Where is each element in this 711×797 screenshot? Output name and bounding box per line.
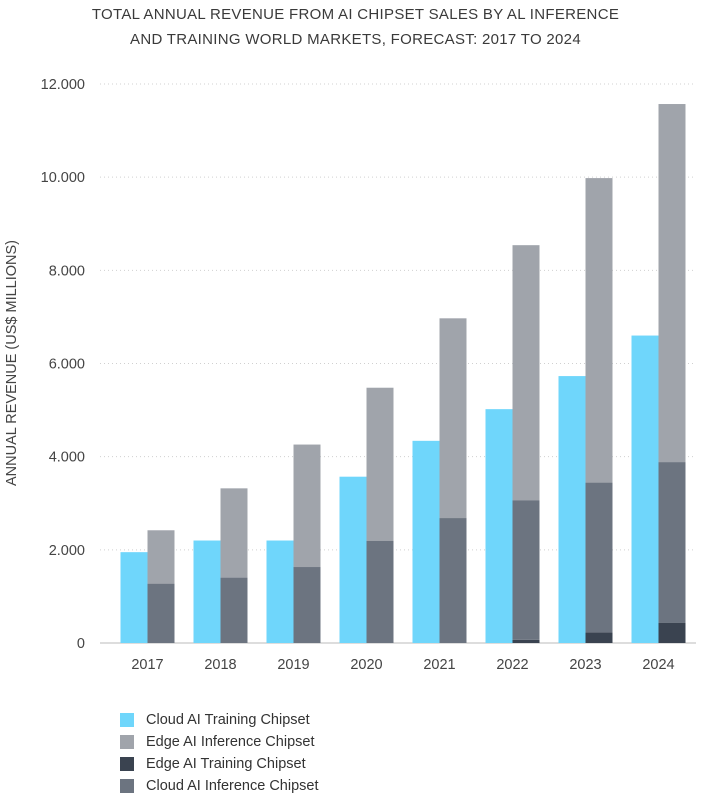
legend: Cloud AI Training Chipset Edge AI Inferen… (120, 709, 319, 797)
chart-title-line-2: AND TRAINING WORLD MARKETS, FORECAST: 20… (130, 31, 581, 48)
bar-edge-2022 (512, 639, 540, 643)
bar-cloud-2023 (558, 376, 586, 643)
bar-cloud-inference-2020 (366, 540, 394, 643)
legend-item: Edge AI Inference Chipset (120, 731, 319, 753)
bar-cloud-2017 (120, 552, 148, 643)
y-tick-label: 12.000 (41, 77, 85, 93)
legend-label: Edge AI Training Chipset (146, 756, 306, 772)
legend-swatch (120, 735, 134, 749)
bar-edge-2024 (658, 622, 686, 643)
x-tick-label: 2018 (204, 657, 236, 673)
legend-label: Cloud AI Training Chipset (146, 712, 310, 728)
y-tick-label: 4.000 (49, 450, 85, 466)
legend-item: Cloud AI Training Chipset (120, 709, 319, 731)
y-tick-label: 10.000 (41, 170, 85, 186)
x-tick-label: 2019 (277, 657, 309, 673)
y-tick-label: 0 (77, 636, 85, 652)
legend-swatch (120, 779, 134, 793)
bar-edge-2023 (585, 632, 613, 643)
x-tick-label: 2021 (423, 657, 455, 673)
bar-cloud-inference-2022 (512, 500, 540, 640)
bar-cloud-inference-2023 (585, 482, 613, 633)
bar-cloud-inference-2021 (439, 518, 467, 643)
legend-item: Edge AI Training Chipset (120, 753, 319, 775)
bar-cloud-2022 (485, 409, 513, 643)
x-tick-label: 2023 (569, 657, 601, 673)
bar-cloud-2018 (193, 540, 221, 643)
x-axis-ticks: 2017 2018 2019 2020 2021 2022 2023 2024 (131, 657, 674, 673)
y-axis-ticks: 0 2.000 4.000 6.000 8.000 10.000 12.000 (41, 77, 85, 652)
chart-title: TOTAL ANNUAL REVENUE FROM AI CHIPSET SAL… (0, 2, 711, 52)
y-tick-label: 2.000 (49, 543, 85, 559)
x-tick-label: 2017 (131, 657, 163, 673)
chart-title-line-1: TOTAL ANNUAL REVENUE FROM AI CHIPSET SAL… (91, 6, 620, 23)
x-tick-label: 2020 (350, 657, 382, 673)
bar-cloud-inference-2018 (220, 577, 248, 643)
legend-item: Cloud AI Inference Chipset (120, 775, 319, 797)
y-tick-label: 6.000 (49, 357, 85, 373)
y-tick-label: 8.000 (49, 263, 85, 279)
x-tick-label: 2022 (496, 657, 528, 673)
x-tick-label: 2024 (642, 657, 674, 673)
bar-cloud-2020 (339, 476, 367, 643)
bar-cloud-2021 (412, 440, 440, 643)
bars (120, 104, 686, 643)
y-axis-title: ANNUAL REVENUE (US$ MILLIONS) (4, 240, 20, 486)
bar-cloud-2019 (266, 540, 294, 643)
bar-cloud-inference-2017 (147, 583, 175, 643)
legend-swatch (120, 713, 134, 727)
legend-label: Cloud AI Inference Chipset (146, 778, 319, 794)
bar-cloud-inference-2019 (293, 567, 321, 643)
bar-cloud-inference-2024 (658, 462, 686, 623)
legend-swatch (120, 757, 134, 771)
bar-cloud-2024 (631, 335, 659, 643)
legend-label: Edge AI Inference Chipset (146, 734, 315, 750)
